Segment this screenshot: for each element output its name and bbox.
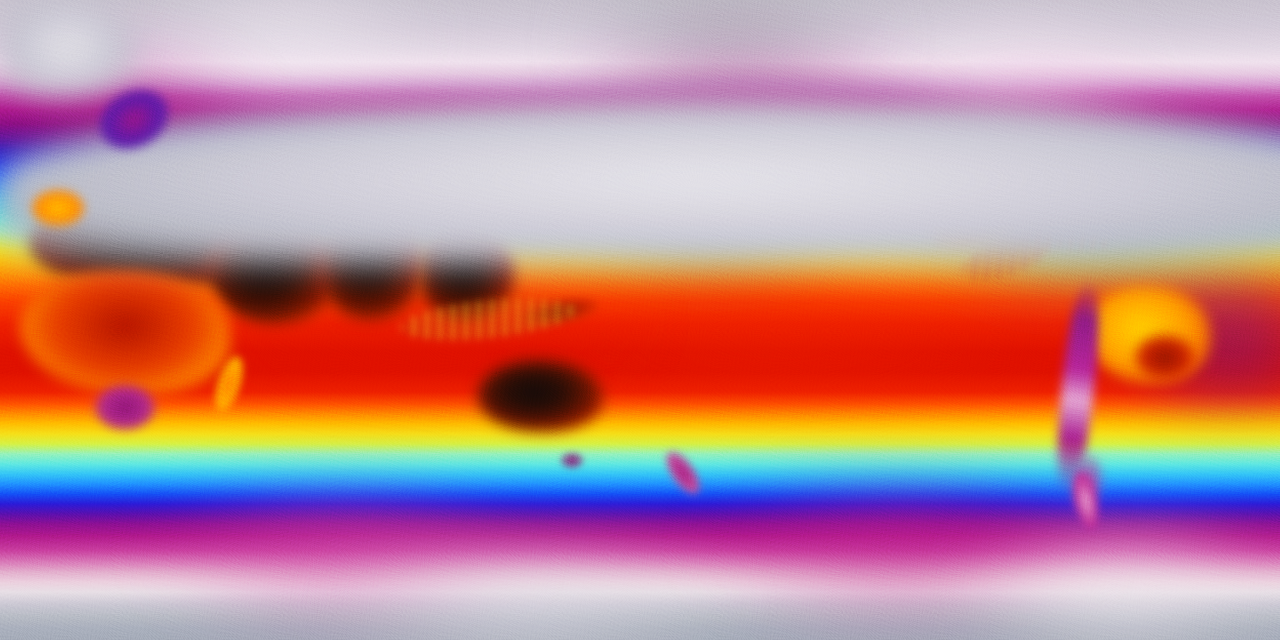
global-temperature-map: Global Surface Air Temperature Map Equir… <box>0 0 1280 640</box>
raster-grain-overlay <box>0 0 1280 640</box>
turbulence-texture-overlay <box>0 0 1280 640</box>
